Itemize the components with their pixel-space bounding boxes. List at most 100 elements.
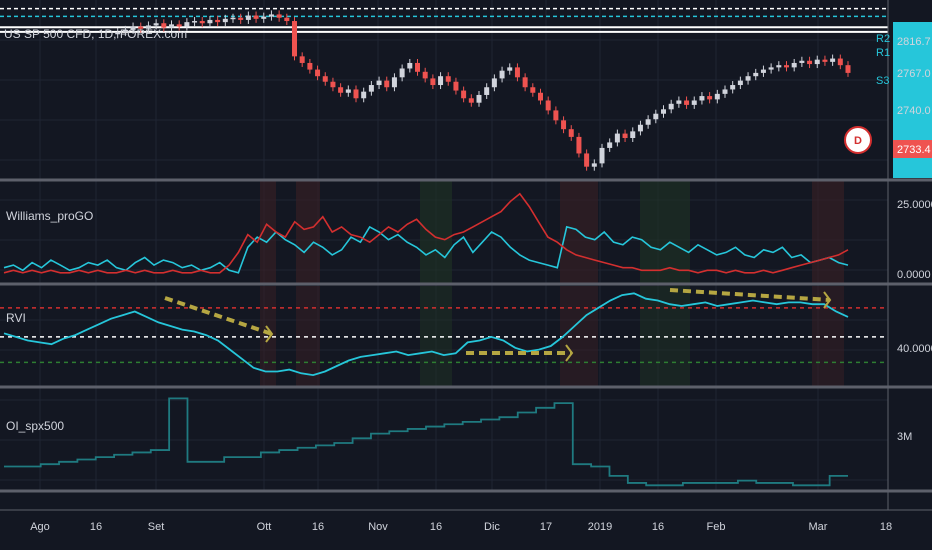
pane-separator bbox=[0, 385, 932, 389]
candle-body bbox=[268, 14, 274, 17]
time-axis-label: Nov bbox=[368, 521, 388, 533]
candle-body bbox=[199, 21, 205, 24]
candle-body bbox=[322, 76, 328, 82]
williams-pane[interactable]: Williams_proGO bbox=[3, 192, 849, 274]
candle-body bbox=[807, 60, 813, 65]
divergence-arrowhead bbox=[265, 325, 274, 343]
candle-body bbox=[730, 85, 736, 90]
candle-body bbox=[361, 91, 367, 99]
rvi-shade-band bbox=[296, 286, 320, 386]
candle-body bbox=[215, 19, 221, 23]
time-axis-label: Feb bbox=[707, 521, 726, 533]
candle-body bbox=[514, 67, 520, 78]
candle-body bbox=[299, 56, 305, 63]
axis-rvi-label: 40.0000 bbox=[897, 343, 932, 355]
pane-separators[interactable] bbox=[0, 178, 932, 493]
rvi-title: RVI bbox=[6, 311, 26, 325]
candle-body bbox=[822, 59, 828, 62]
candle-body bbox=[399, 68, 405, 78]
candle-body bbox=[161, 23, 167, 28]
axis-price-label: 2767.0 bbox=[897, 68, 931, 80]
candle-body bbox=[745, 76, 751, 81]
candle-body bbox=[453, 81, 459, 91]
williams-shade-band bbox=[296, 181, 320, 283]
divergence-arrow bbox=[164, 296, 273, 336]
candle-body bbox=[768, 67, 774, 70]
candle-body bbox=[430, 78, 436, 86]
candle-body bbox=[261, 16, 267, 19]
candle-body bbox=[561, 120, 567, 130]
candle-body bbox=[845, 65, 851, 73]
price-axis[interactable]: 2816.7 2767.0 2740.0 2733.4 R2 R1 S3 25.… bbox=[876, 0, 932, 510]
candle-body bbox=[407, 62, 413, 69]
candle-body bbox=[153, 23, 159, 26]
time-axis[interactable]: Ago 16 Set Ott 16 Nov 16 Dic 17 2019 16 Feb Mar 18 bbox=[0, 509, 932, 533]
rvi-pane[interactable]: RVI bbox=[0, 288, 888, 377]
candle-body bbox=[507, 67, 513, 71]
candle-body bbox=[760, 69, 766, 73]
candle-body bbox=[645, 119, 651, 125]
candle-body bbox=[176, 24, 182, 27]
badge-label: D bbox=[854, 135, 862, 147]
time-axis-label: 16 bbox=[652, 521, 664, 533]
candle-body bbox=[830, 58, 836, 62]
candle-body bbox=[776, 65, 782, 68]
candle-body bbox=[245, 15, 251, 20]
candle-body bbox=[169, 24, 174, 28]
price-pane[interactable]: US SP 500 CFD, 1D, FOREX.com bbox=[0, 0, 888, 171]
rvi-line bbox=[3, 292, 849, 377]
candle-body bbox=[422, 71, 428, 79]
candle-body bbox=[591, 163, 597, 167]
candle-body bbox=[584, 153, 590, 167]
candle-body bbox=[837, 58, 843, 66]
candle-body bbox=[238, 17, 244, 20]
candle-body bbox=[491, 78, 497, 88]
axis-williams-label: 25.0000 bbox=[897, 199, 932, 211]
candle-body bbox=[338, 87, 344, 93]
time-axis-label: 2019 bbox=[588, 521, 612, 533]
candle-body bbox=[192, 21, 198, 23]
candle-body bbox=[784, 65, 789, 68]
rvi-shade-band bbox=[560, 286, 598, 386]
candle-body bbox=[253, 15, 259, 19]
williams-lines bbox=[3, 192, 849, 274]
badge-circle bbox=[844, 126, 872, 154]
candle-body bbox=[791, 62, 797, 68]
candle-body bbox=[484, 87, 490, 95]
candle-body bbox=[353, 89, 359, 99]
candle-body bbox=[292, 21, 297, 57]
candle-body bbox=[476, 94, 482, 103]
candle-body bbox=[691, 100, 697, 105]
symbol-title: US SP 500 CFD, 1D, FOREX.com bbox=[4, 27, 187, 41]
axis-williams-label: 0.0000 bbox=[897, 269, 931, 281]
candle-body bbox=[599, 147, 605, 164]
candle-body bbox=[637, 124, 643, 132]
candle-body bbox=[138, 26, 144, 29]
candle-body bbox=[668, 103, 674, 110]
candle-body bbox=[145, 25, 151, 29]
time-axis-label: Ago bbox=[30, 521, 50, 533]
candle-body bbox=[207, 19, 213, 24]
candle-body bbox=[538, 92, 543, 101]
pane-separator bbox=[0, 489, 932, 493]
rvi-shade-band bbox=[640, 286, 690, 386]
event-badge[interactable]: D bbox=[844, 126, 872, 154]
oi-title: OI_spx500 bbox=[6, 419, 64, 433]
axis-price-label: 2816.7 bbox=[897, 36, 931, 48]
candle-body bbox=[753, 72, 759, 77]
divergence-arrowhead bbox=[823, 291, 832, 309]
oi-pane[interactable]: OI_spx500 bbox=[4, 397, 848, 487]
candle-body bbox=[307, 62, 313, 70]
level-tag-s3: S3 bbox=[876, 75, 889, 87]
rvi-shade-band bbox=[420, 286, 452, 386]
time-axis-label: 18 bbox=[880, 521, 892, 533]
oi-step-line bbox=[4, 397, 848, 487]
candle-body bbox=[522, 77, 528, 88]
axis-price-label: 2740.0 bbox=[897, 105, 931, 117]
williams-shade-band bbox=[420, 181, 452, 283]
pane-separator bbox=[0, 282, 932, 286]
candle-body bbox=[376, 80, 382, 86]
time-axis-label: Dic bbox=[484, 521, 500, 533]
candle-body bbox=[607, 142, 613, 148]
